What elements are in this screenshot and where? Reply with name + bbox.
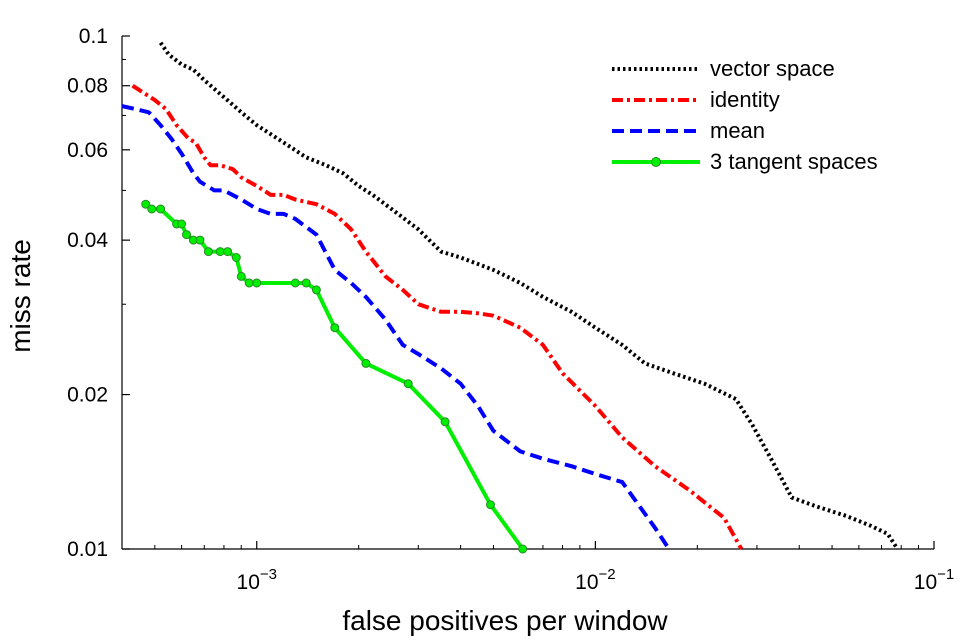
y-tick-label: 0.04	[67, 229, 108, 252]
data-point	[203, 247, 213, 257]
chart-axes	[121, 36, 934, 550]
legend: vector space identity mean 3 tangent spaces	[612, 56, 878, 174]
x-tick-label: 10−2	[575, 566, 615, 594]
x-tick-label: 10−3	[237, 566, 277, 594]
data-point	[486, 500, 495, 510]
legend-label: mean	[710, 118, 765, 143]
axis-ticks: 0.01 0.02 0.04 0.06 0.08 0.1 10−3 10−2 10−1	[67, 25, 954, 594]
data-point	[215, 247, 225, 257]
data-point	[177, 219, 187, 229]
data-point	[290, 278, 300, 288]
series-3-tangent-spaces	[141, 199, 528, 554]
data-point	[244, 278, 254, 288]
data-point	[141, 199, 151, 209]
series-line-vector-space	[158, 41, 900, 551]
series-line-identity	[131, 84, 744, 550]
legend-entry-3-tangent-spaces: 3 tangent spaces	[612, 149, 878, 174]
y-tick-label: 0.02	[67, 384, 108, 407]
data-point	[147, 204, 157, 214]
data-point	[330, 323, 340, 333]
y-axis-label: miss rate	[5, 239, 36, 353]
y-tick-label: 0.1	[79, 25, 108, 48]
legend-label: identity	[710, 87, 780, 112]
data-point	[361, 358, 371, 368]
series-line-3-tangent-spaces	[144, 202, 525, 551]
series-line-mean	[121, 104, 671, 551]
series-mean	[121, 104, 671, 551]
legend-entry-identity: identity	[612, 87, 780, 112]
data-point	[252, 278, 262, 288]
data-point	[182, 230, 191, 240]
legend-label: vector space	[710, 56, 835, 81]
legend-marker	[651, 157, 661, 167]
series-layer	[121, 41, 900, 554]
data-point	[195, 235, 205, 245]
legend-label: 3 tangent spaces	[710, 149, 878, 174]
data-point	[223, 247, 233, 257]
data-point	[301, 278, 311, 288]
legend-entry-mean: mean	[612, 118, 765, 143]
y-tick-label: 0.08	[67, 75, 108, 98]
series-vector-space	[158, 41, 900, 551]
data-point	[156, 204, 166, 214]
series-identity	[131, 84, 744, 550]
data-point	[440, 417, 450, 427]
x-axis-label: false positives per window	[342, 605, 668, 636]
data-point	[518, 544, 528, 554]
data-point	[403, 379, 413, 389]
data-point	[311, 285, 321, 295]
data-point	[231, 253, 241, 262]
data-point	[236, 271, 246, 281]
y-tick-label: 0.01	[67, 538, 108, 561]
y-tick-label: 0.06	[67, 139, 108, 162]
x-tick-label: 10−1	[914, 566, 954, 594]
legend-entry-vector-space: vector space	[612, 56, 835, 81]
